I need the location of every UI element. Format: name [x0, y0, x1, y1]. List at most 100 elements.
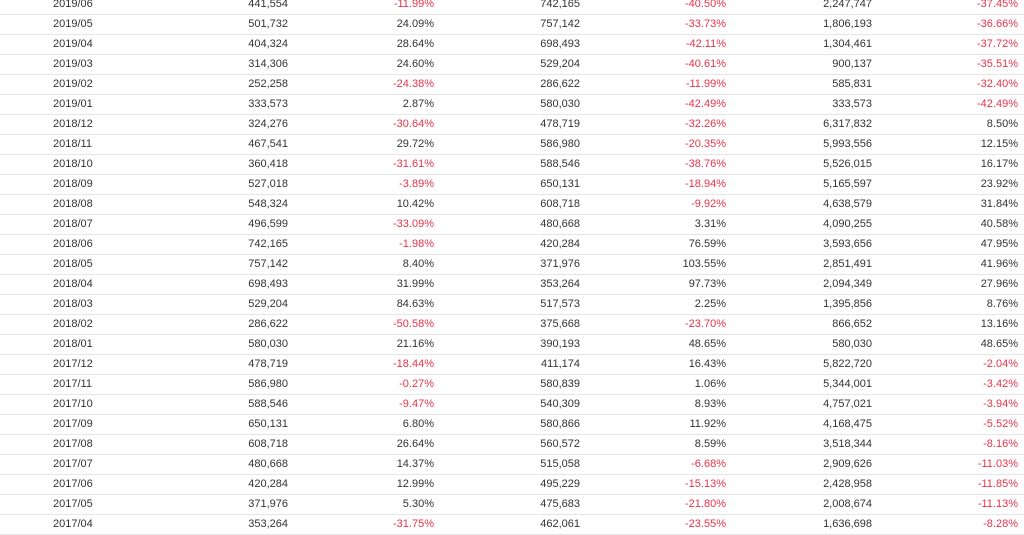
value-1-cell: 698,493: [248, 278, 288, 290]
value-1-cell: 650,131: [248, 418, 288, 430]
month-cell: 2018/04: [53, 278, 93, 290]
value-3-cell: 3,593,656: [823, 238, 872, 250]
value-1-cell: 478,719: [248, 358, 288, 370]
change-2-cell: 8.93%: [694, 398, 726, 410]
month-cell: 2017/11: [53, 378, 92, 390]
change-1-cell: -9.47%: [399, 398, 434, 410]
table-row: 2018/05 757,142 8.40% 371,976 103.55% 2,851,4…: [0, 255, 1024, 275]
month-cell: 2019/06: [53, 0, 93, 10]
month-cell: 2019/05: [53, 18, 93, 30]
value-2-cell: 375,668: [540, 318, 580, 330]
change-2-cell: -6.68%: [691, 458, 726, 470]
change-3-cell: -2.04%: [983, 358, 1018, 370]
table-row: 2017/07 480,668 14.37% 515,058 -6.68% 2,909,6…: [0, 455, 1024, 475]
change-3-cell: 47.95%: [980, 238, 1018, 250]
value-3-cell: 1,806,193: [823, 18, 872, 30]
month-cell: 2018/08: [53, 198, 93, 210]
table-row: 2017/10 588,546 -9.47% 540,309 8.93% 4,757,02…: [0, 395, 1024, 415]
change-2-cell: -40.61%: [685, 58, 726, 70]
value-1-cell: 286,622: [248, 318, 288, 330]
table-row: 2019/05 501,732 24.09% 757,142 -33.73% 1,806,…: [0, 15, 1024, 35]
change-3-cell: -3.42%: [983, 378, 1018, 390]
value-2-cell: 560,572: [540, 438, 580, 450]
change-3-cell: -5.52%: [983, 418, 1018, 430]
change-1-cell: -31.75%: [393, 518, 434, 530]
value-2-cell: 742,165: [540, 0, 580, 10]
change-1-cell: 31.99%: [396, 278, 434, 290]
table-row: 2019/04 404,324 28.64% 698,493 -42.11% 1,304,…: [0, 35, 1024, 55]
change-2-cell: -11.99%: [685, 78, 726, 90]
table-row: 2018/02 286,622 -50.58% 375,668 -23.70% 866,6…: [0, 315, 1024, 335]
change-1-cell: -24.38%: [393, 78, 434, 90]
month-cell: 2018/02: [53, 318, 93, 330]
value-2-cell: 420,284: [540, 238, 580, 250]
change-2-cell: -42.49%: [685, 98, 726, 110]
value-1-cell: 480,668: [248, 458, 288, 470]
value-2-cell: 580,866: [540, 418, 580, 430]
change-2-cell: 11.92%: [689, 418, 727, 430]
value-1-cell: 527,018: [248, 178, 288, 190]
month-cell: 2019/03: [53, 58, 93, 70]
change-1-cell: 29.72%: [396, 138, 434, 150]
change-1-cell: -11.99%: [393, 0, 434, 10]
value-1-cell: 441,554: [248, 0, 288, 10]
month-cell: 2019/02: [53, 78, 93, 90]
change-1-cell: 28.64%: [396, 38, 434, 50]
change-3-cell: 48.65%: [980, 338, 1018, 350]
value-2-cell: 515,058: [540, 458, 580, 470]
change-2-cell: -40.50%: [685, 0, 726, 10]
month-cell: 2018/09: [53, 178, 93, 190]
value-1-cell: 608,718: [248, 438, 288, 450]
value-1-cell: 588,546: [248, 398, 288, 410]
table-row: 2017/06 420,284 12.99% 495,229 -15.13% 2,428,…: [0, 475, 1024, 495]
month-cell: 2017/05: [53, 498, 93, 510]
value-1-cell: 586,980: [248, 378, 288, 390]
table-row: 2019/03 314,306 24.60% 529,204 -40.61% 900,13…: [0, 55, 1024, 75]
change-3-cell: -11.03%: [977, 458, 1018, 470]
value-1-cell: 757,142: [248, 258, 288, 270]
change-2-cell: 103.55%: [682, 258, 726, 270]
table-row: 2018/07 496,599 -33.09% 480,668 3.31% 4,090,2…: [0, 215, 1024, 235]
value-3-cell: 2,247,747: [823, 0, 872, 10]
value-3-cell: 4,757,021: [823, 398, 872, 410]
change-2-cell: -33.73%: [685, 18, 726, 30]
month-cell: 2018/01: [53, 338, 93, 350]
value-1-cell: 501,732: [248, 18, 288, 30]
change-3-cell: 31.84%: [980, 198, 1018, 210]
change-1-cell: 10.42%: [396, 198, 434, 210]
table-row: 2017/12 478,719 -18.44% 411,174 16.43% 5,822,…: [0, 355, 1024, 375]
month-cell: 2017/10: [53, 398, 93, 410]
table-row: 2018/08 548,324 10.42% 608,718 -9.92% 4,638,5…: [0, 195, 1024, 215]
change-1-cell: 12.99%: [396, 478, 434, 490]
change-3-cell: -37.45%: [977, 0, 1018, 10]
value-3-cell: 1,636,698: [823, 518, 872, 530]
change-2-cell: -32.26%: [685, 118, 726, 130]
value-1-cell: 252,258: [248, 78, 288, 90]
value-2-cell: 286,622: [540, 78, 580, 90]
value-2-cell: 608,718: [540, 198, 580, 210]
change-2-cell: 16.43%: [688, 358, 726, 370]
change-3-cell: 13.16%: [980, 318, 1018, 330]
value-2-cell: 353,264: [540, 278, 580, 290]
table-row: 2019/06 441,554 -11.99% 742,165 -40.50% 2,247…: [0, 0, 1024, 15]
change-1-cell: 8.40%: [402, 258, 434, 270]
change-3-cell: 23.92%: [980, 178, 1018, 190]
value-2-cell: 495,229: [540, 478, 580, 490]
change-1-cell: 24.09%: [396, 18, 434, 30]
value-1-cell: 353,264: [248, 518, 288, 530]
change-2-cell: -18.94%: [685, 178, 726, 190]
value-3-cell: 585,831: [832, 78, 872, 90]
month-cell: 2018/06: [53, 238, 93, 250]
change-3-cell: -8.28%: [983, 518, 1018, 530]
value-2-cell: 411,174: [541, 358, 580, 370]
value-2-cell: 529,204: [540, 58, 580, 70]
change-2-cell: -21.80%: [685, 498, 726, 510]
value-3-cell: 5,993,556: [823, 138, 872, 150]
month-cell: 2018/07: [53, 218, 93, 230]
change-1-cell: -0.27%: [399, 378, 434, 390]
change-3-cell: 8.76%: [986, 298, 1018, 310]
value-1-cell: 548,324: [248, 198, 288, 210]
table-row: 2019/01 333,573 2.87% 580,030 -42.49% 333,573…: [0, 95, 1024, 115]
change-2-cell: 2.25%: [694, 298, 726, 310]
